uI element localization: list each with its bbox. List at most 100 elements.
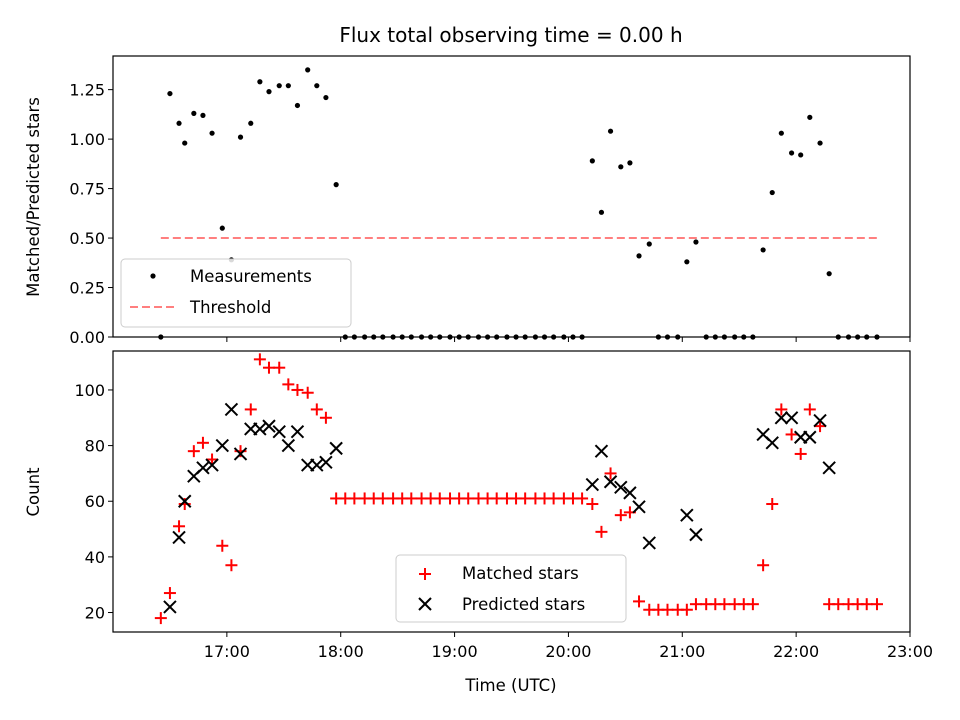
predicted-star-point <box>233 447 248 461</box>
y-tick-label-bottom: 100 <box>74 381 105 400</box>
predicted-star-point <box>614 480 628 495</box>
y-tick-label-top: 0.75 <box>69 180 105 199</box>
measurement-point <box>200 112 206 118</box>
matched-star-point <box>310 403 323 416</box>
matched-star-point <box>614 509 627 522</box>
matched-star-point <box>661 603 674 616</box>
matched-star-point <box>803 403 816 416</box>
matched-star-point <box>273 361 286 374</box>
x-tick-label: 23:00 <box>887 642 933 661</box>
y-axis-label-bottom: Count <box>24 467 43 517</box>
predicted-star-point <box>603 475 618 489</box>
matched-star-point <box>173 520 186 533</box>
matched-star-point <box>794 447 807 460</box>
y-tick-label-top: 0.00 <box>69 328 105 347</box>
legend-marker-matched <box>419 568 431 580</box>
legend-label-measurements: Measurements <box>190 267 312 286</box>
measurement-point <box>167 90 173 97</box>
measurement-point <box>266 89 272 95</box>
y-tick-label-bottom: 60 <box>85 492 105 511</box>
legend-marker-measurements <box>150 273 156 279</box>
measurement-point <box>182 140 188 146</box>
x-tick-label: 20:00 <box>545 642 591 661</box>
measurement-point <box>636 253 642 259</box>
matched-star-point <box>206 453 219 466</box>
measurement-point <box>618 164 624 170</box>
measurement-point <box>598 209 605 215</box>
matched-star-point <box>462 492 475 505</box>
measurement-point <box>807 114 813 120</box>
matched-star-point <box>785 428 798 441</box>
predicted-star-point <box>196 461 210 475</box>
measurement-point <box>176 120 182 126</box>
matched-star-point <box>746 598 759 611</box>
measurement-point <box>314 83 320 89</box>
measurement-point <box>693 239 699 245</box>
x-tick-label: 22:00 <box>773 642 819 661</box>
matched-star-point <box>718 598 731 611</box>
predicted-star-point <box>262 419 276 433</box>
predicted-star-point <box>205 458 219 472</box>
matched-star-point <box>775 403 788 416</box>
measurement-point <box>684 259 690 265</box>
measurement-point <box>788 150 795 156</box>
measurement-point <box>333 182 339 188</box>
bottom-ticks: 20 40 60 80 100 17:00 18:00 19:00 20:00 21:00 22:0… <box>74 381 933 661</box>
matched-star-point <box>595 525 608 538</box>
matched-star-point <box>244 403 257 416</box>
predicted-star-point <box>585 477 600 492</box>
predicted-star-point <box>594 444 609 458</box>
legend-marker-predicted <box>418 597 432 611</box>
matched-star-point <box>604 467 617 480</box>
measurement-point <box>237 134 244 140</box>
predicted-star-point <box>689 527 703 542</box>
y-tick-label-top: 0.50 <box>69 229 105 248</box>
matched-star-point <box>291 383 304 396</box>
matched-star-point <box>187 445 200 458</box>
y-tick-label-bottom: 80 <box>85 437 105 456</box>
measurement-point <box>627 160 633 166</box>
predicted-star-point <box>765 436 779 450</box>
measurement-point <box>209 130 215 136</box>
matched-star-point <box>547 492 560 505</box>
predicted-star-point <box>822 461 836 475</box>
matched-star-point <box>814 420 827 433</box>
matched-star-point <box>689 598 702 611</box>
measurement-point <box>285 83 291 89</box>
matched-star-point <box>282 378 295 391</box>
matched-star-point <box>586 498 599 511</box>
measurement-point <box>589 158 595 164</box>
matched-star-point <box>225 559 238 572</box>
ratio-panel: Flux total observing time = 0.00 h Match… <box>24 23 911 347</box>
predicted-star-point <box>784 411 799 425</box>
measurement-point <box>798 152 804 158</box>
y-tick-label-top: 0.25 <box>69 279 105 298</box>
x-tick-label: 17:00 <box>204 642 250 661</box>
matched-star-point <box>154 612 167 625</box>
matched-star-point <box>376 492 389 505</box>
measurement-point <box>276 83 282 89</box>
matched-star-point <box>163 587 176 600</box>
predicted-star-point <box>272 424 286 439</box>
predicted-star-point <box>329 441 343 456</box>
legend-label-predicted: Predicted stars <box>462 595 585 614</box>
measurement-point <box>305 67 311 73</box>
predicted-star-point <box>224 402 239 417</box>
measurement-point <box>607 128 614 134</box>
legend-box <box>395 554 627 623</box>
predicted-star-point <box>774 411 789 425</box>
matched-star-point <box>519 492 532 505</box>
legend-box <box>120 258 352 328</box>
count-panel: Count Time (UTC) 20 40 60 80 100 17:00 18:00 19… <box>24 350 933 695</box>
top-ticks: 0.00 0.25 0.50 0.75 1.00 1.25 <box>69 81 911 347</box>
legend-label-matched: Matched stars <box>462 564 579 583</box>
predicted-star-point <box>623 486 637 500</box>
measurement-point <box>646 241 652 247</box>
measurement-point <box>769 189 775 196</box>
legend-label-threshold: Threshold <box>189 298 271 317</box>
measurement-point <box>778 130 784 136</box>
measurement-point <box>191 110 197 116</box>
y-tick-label-top: 1.00 <box>69 130 105 149</box>
predicted-star-point <box>813 413 827 428</box>
